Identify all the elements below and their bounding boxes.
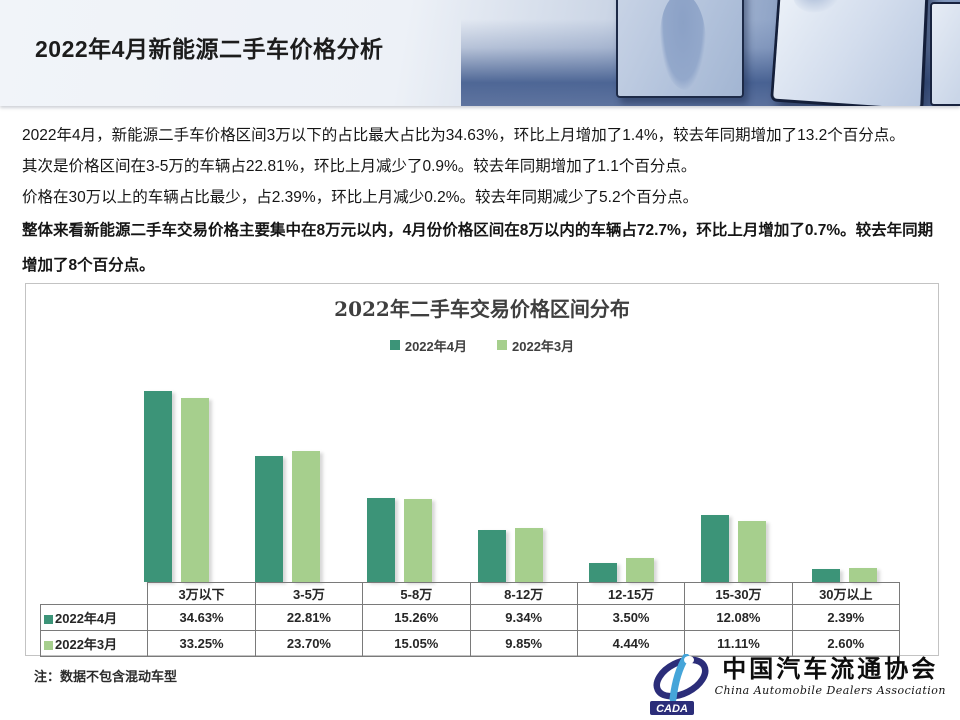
emblem-ring xyxy=(653,656,709,700)
table-column-header: 3-5万 xyxy=(254,582,364,605)
price-distribution-chart: 2022年二手车交易价格区间分布 2022年4月 2022年3月 3万以下 3-5万… xyxy=(25,283,939,657)
cada-emblem-icon: CADA xyxy=(649,654,709,715)
legend-item-1: 2022年4月 xyxy=(389,336,467,355)
logo-text-block: 中国汽车流通协会 China Automobile Dealers Associ… xyxy=(715,654,946,697)
bar xyxy=(255,456,284,582)
cada-badge xyxy=(649,701,694,715)
bar xyxy=(626,557,655,582)
legend-item-2: 2022年3月 xyxy=(497,336,574,355)
table-value-cell: 4.44% xyxy=(576,630,686,657)
analysis-paragraph-1: 2022年4月，新能源二手车价格区间3万以下的占比最大占比为34.63%，环比上… xyxy=(22,127,905,144)
bar-group-1 xyxy=(121,386,232,582)
legend-label: 2022年4月 xyxy=(404,338,467,354)
series-swatch-icon xyxy=(44,615,53,624)
bar xyxy=(700,515,729,582)
bar xyxy=(144,390,173,582)
association-name-cn: 中国汽车流通协会 xyxy=(722,654,939,683)
page-title: 2022年4月新能源二手车价格分析 xyxy=(35,36,384,62)
analysis-paragraph-2: 其次是价格区间在3-5万的车辆占22.81%，环比上月减少了0.9%。较去年同期… xyxy=(22,158,697,175)
bar-group-5 xyxy=(566,386,677,582)
table-row-label: 2022年3月 xyxy=(39,630,149,657)
analysis-summary-paragraph: 整体来看新能源二手车交易价格主要集中在8万元以内，4月份价格区间在8万以内的车辆… xyxy=(22,222,934,274)
analysis-paragraph-3: 价格在30万以上的车辆占比最少，占2.39%，环比上月减少0.2%。较去年同期减… xyxy=(22,189,699,206)
table-value-cell: 23.70% xyxy=(254,630,364,657)
bar-group-2 xyxy=(232,386,343,582)
table-value-cell: 34.63% xyxy=(147,604,256,631)
bar xyxy=(403,498,432,582)
table-corner-cell xyxy=(40,582,149,605)
plot-area xyxy=(121,386,900,582)
table-value-cell: 9.85% xyxy=(469,630,578,657)
association-name-en: China Automobile Dealers Association xyxy=(714,684,946,697)
table-column-header: 30万以上 xyxy=(791,582,901,605)
bar xyxy=(737,520,766,582)
table-value-cell: 15.05% xyxy=(362,630,471,657)
legend-swatch-icon xyxy=(497,340,507,350)
cada-acronym: CADA xyxy=(656,703,688,715)
table-value-cell: 22.81% xyxy=(254,604,364,631)
bar-group-6 xyxy=(677,386,788,582)
table-value-cell: 3.50% xyxy=(576,604,686,631)
bar xyxy=(477,530,506,582)
analysis-text-block: 2022年4月，新能源二手车价格区间3万以下的占比最大占比为34.63%，环比上… xyxy=(0,106,960,283)
table-column-header: 5-8万 xyxy=(362,582,471,605)
bar xyxy=(811,568,840,582)
header-banner: 2022年4月新能源二手车价格分析 xyxy=(0,0,960,106)
decor-cube-partial-icon xyxy=(930,2,960,106)
bar xyxy=(848,567,877,582)
table-row: 2022年4月 34.63% 22.81% 15.26% 9.34% 3.50% 12.08… xyxy=(39,604,901,631)
table-column-header: 12-15万 xyxy=(576,582,686,605)
table-column-header: 3万以下 xyxy=(147,582,256,605)
emblem-highlight xyxy=(683,656,694,664)
legend-swatch-icon xyxy=(389,340,400,350)
table-row: 2022年3月 33.25% 23.70% 15.05% 9.85% 4.44% 11.11… xyxy=(39,630,901,657)
bar xyxy=(514,527,543,582)
table-value-cell: 15.26% xyxy=(362,604,471,631)
decor-cube-large-icon xyxy=(770,0,930,106)
table-value-cell: 2.39% xyxy=(791,604,901,631)
bar xyxy=(181,398,210,582)
chart-data-table: 3万以下 3-5万 5-8万 8-12万 12-15万 15-30万 30万以上 2022年4… xyxy=(39,582,901,657)
table-value-cell: 33.25% xyxy=(147,630,256,657)
bar-group-3 xyxy=(344,386,455,582)
legend-label: 2022年3月 xyxy=(512,338,575,354)
map-silhouette-icon xyxy=(792,0,842,13)
table-column-header: 15-30万 xyxy=(684,582,793,605)
bar xyxy=(292,451,321,582)
table-value-cell: 12.08% xyxy=(684,604,793,631)
bar xyxy=(366,497,395,582)
bar-group-4 xyxy=(455,386,566,582)
series-swatch-icon xyxy=(44,641,53,650)
bar xyxy=(589,562,618,582)
table-value-cell: 9.34% xyxy=(469,604,578,631)
table-value-cell: 11.11% xyxy=(684,630,793,657)
footnote: 注：数据不包含混动车型 xyxy=(34,669,178,684)
table-column-header: 8-12万 xyxy=(469,582,578,605)
decor-cube-globe-icon xyxy=(616,0,744,98)
map-silhouette-icon xyxy=(660,0,706,90)
chart-title: 2022年二手车交易价格区间分布 xyxy=(334,297,630,321)
bar-group-7 xyxy=(789,386,900,582)
table-row-label: 2022年4月 xyxy=(39,604,149,631)
chart-legend: 2022年4月 2022年3月 xyxy=(26,336,938,354)
table-value-cell: 2.60% xyxy=(791,630,901,657)
cada-logo: CADA 中国汽车流通协会 China Automobile Dealers A… xyxy=(649,654,946,716)
